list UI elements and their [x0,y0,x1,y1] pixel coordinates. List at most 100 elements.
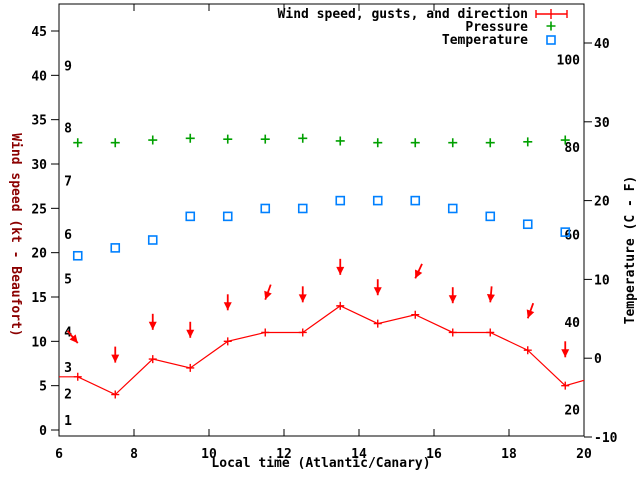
wind-point [261,328,270,337]
pressure-point [485,138,495,148]
right-tick-label: 10 [594,273,610,288]
direction-arrow-head [148,321,157,330]
fahrenheit-label: 80 [564,141,580,156]
temperature-point [447,203,458,214]
beaufort-label: 5 [64,272,72,287]
fahrenheit-label: 40 [564,316,580,331]
x-tick-label: 18 [501,447,517,462]
pressure-point [298,133,308,143]
legend-marker-wind [535,9,568,19]
wind-point [336,301,345,310]
direction-arrow-head [264,290,272,300]
wind-point [486,328,495,337]
wind-series [59,301,585,399]
right-axis-title: Temperature (C - F) [623,176,638,325]
x-tick-label: 20 [576,447,592,462]
direction-arrow-head [186,329,195,338]
left-tick-label: 45 [31,25,47,40]
pressure-point [560,135,570,145]
wind-point [523,346,532,355]
beaufort-label: 7 [64,175,72,190]
right-tick-label: 20 [594,195,610,210]
legend-label-temperature: Temperature [442,33,528,48]
beaufort-label: 6 [64,228,72,243]
pressure-point [223,134,233,144]
temperature-point [410,195,421,206]
direction-arrow-head [373,287,382,296]
direction-arrow-head [223,302,232,311]
wind-line [59,305,585,396]
direction-arrow-head [69,334,78,344]
right-tick-label: 30 [594,116,610,131]
left-tick-label: 15 [31,291,47,306]
wind-point [111,390,120,399]
temperature-point [297,203,308,214]
x-tick-label: 12 [276,447,292,462]
left-tick-label: 10 [31,335,47,350]
right-tick-label: -10 [594,431,618,446]
direction-arrow-head [561,349,570,358]
legend: Wind speed, gusts, and direction Pressur… [278,7,568,48]
wind-point [186,363,195,372]
temperature-point [260,203,271,214]
left-axis-title: Wind speed (kt - Beaufort) [8,133,23,337]
x-axis-title: Local time (Atlantic/Canary) [211,456,430,471]
temperature-point [372,195,383,206]
temperature-point [560,227,571,237]
pressure-point [523,137,533,147]
beaufort-label: 8 [64,122,72,137]
wind-point [373,319,382,328]
direction-arrow-head [298,294,307,303]
pressure-point [260,134,270,144]
pressure-point [110,138,120,148]
wind-point [411,310,420,319]
wind-direction-arrows [66,258,570,363]
x-tick-label: 10 [201,447,217,462]
wind-point [298,328,307,337]
right-tick-label: 0 [594,352,602,367]
direction-arrow-head [486,294,495,303]
plot-frame [58,3,585,437]
direction-arrow-head [415,269,423,279]
axis-ticks: 6 8 10 12 14 16 18 20051015202530354045-1001020… [31,4,618,462]
plot-border [58,3,585,437]
direction-arrow-head [448,295,457,304]
fahrenheit-label: 20 [564,404,580,419]
temperature-point [335,195,346,206]
temperature-point [147,235,158,245]
wind-point [561,381,570,390]
direction-arrow-head [336,266,345,275]
temperature-point [522,219,533,230]
temperature-series [72,195,571,261]
beaufort-label: 2 [64,388,72,403]
wind-point [73,372,82,381]
x-tick-label: 8 [130,447,138,462]
beaufort-label: 9 [64,59,72,74]
left-tick-label: 30 [31,158,47,173]
fahrenheit-label: 100 [557,54,581,69]
fahrenheit-labels: 20 40 60 80 100 [557,54,581,419]
temperature-point [485,211,496,222]
wind-point [448,328,457,337]
x-tick-label: 16 [426,447,442,462]
pressure-point [448,138,458,148]
temperature-point [110,243,121,253]
pressure-point [335,136,345,146]
wind-point [223,337,232,346]
pressure-series [73,133,570,148]
beaufort-label: 3 [64,361,72,376]
temperature-point [222,211,233,222]
right-tick-label: 40 [594,37,610,52]
fahrenheit-label: 60 [564,229,580,244]
temperature-point [72,250,83,261]
legend-label-wind: Wind speed, gusts, and direction [278,7,528,22]
left-tick-label: 20 [31,247,47,262]
left-tick-label: 35 [31,114,47,129]
wind-point [148,355,157,364]
temperature-point [185,211,196,222]
pressure-point [185,133,195,143]
left-tick-label: 25 [31,202,47,217]
